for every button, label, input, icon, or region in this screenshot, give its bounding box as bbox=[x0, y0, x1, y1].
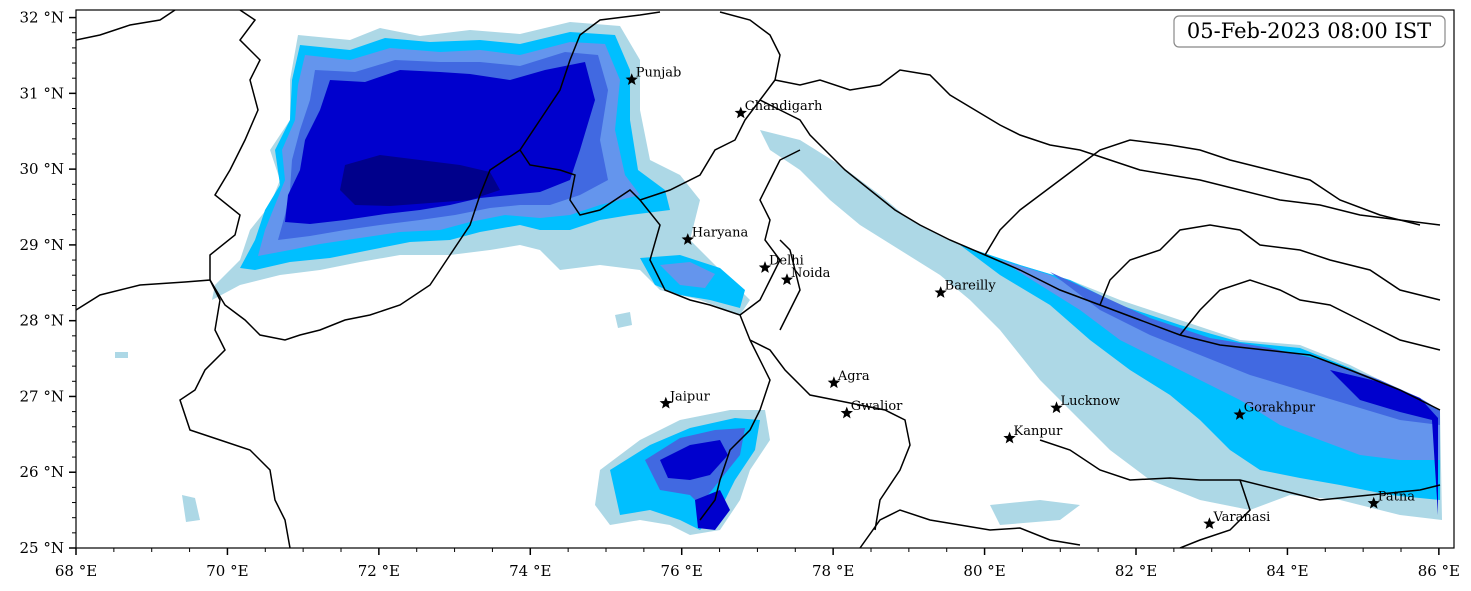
x-tick-label: 82 °E bbox=[1115, 562, 1157, 580]
city-star-marker bbox=[681, 233, 694, 245]
fog-patch bbox=[115, 352, 128, 358]
boundary-line bbox=[1039, 439, 1441, 501]
x-tick-label: 70 °E bbox=[206, 562, 248, 580]
boundary-line bbox=[859, 509, 1081, 548]
city-star-marker bbox=[840, 406, 853, 419]
boundary-line bbox=[179, 279, 291, 548]
y-tick-label: 31 °N bbox=[20, 84, 64, 102]
boundary-line bbox=[779, 239, 801, 331]
fog-patch bbox=[990, 500, 1080, 525]
fog-region-haryana-l3 bbox=[660, 262, 715, 288]
x-tick-label: 76 °E bbox=[661, 562, 703, 580]
boundary-line bbox=[519, 11, 781, 216]
city-star-marker bbox=[1233, 408, 1246, 420]
x-tick-label: 84 °E bbox=[1266, 562, 1308, 580]
city-label: Jaipur bbox=[668, 389, 711, 404]
city-label: Punjab bbox=[636, 66, 682, 81]
y-tick-label: 30 °N bbox=[20, 160, 64, 178]
boundary-line bbox=[1179, 479, 1251, 548]
city-label: Lucknow bbox=[1061, 394, 1121, 409]
x-tick-label: 78 °E bbox=[812, 562, 854, 580]
city-label: Gorakhpur bbox=[1244, 401, 1316, 416]
timestamp-box: 05-Feb-2023 08:00 IST bbox=[1173, 15, 1446, 48]
city-label: Varanasi bbox=[1212, 510, 1270, 525]
city-label: Bareilly bbox=[945, 279, 997, 294]
city-star-marker bbox=[827, 376, 841, 389]
x-tick-label: 68 °E bbox=[55, 562, 97, 580]
city-star-marker bbox=[1050, 401, 1063, 414]
x-tick-label: 80 °E bbox=[963, 562, 1005, 580]
city-star-marker bbox=[625, 73, 638, 85]
x-tick-label: 74 °E bbox=[509, 562, 551, 580]
city-star-marker bbox=[734, 106, 747, 119]
boundary-line bbox=[1179, 279, 1441, 351]
boundary-line bbox=[209, 11, 661, 341]
city-star-marker bbox=[1367, 496, 1380, 509]
city-star-marker bbox=[659, 396, 672, 409]
city-star-marker bbox=[1203, 517, 1216, 529]
boundary-line bbox=[1099, 224, 1441, 306]
boundary-line bbox=[76, 10, 261, 311]
y-tick-label: 27 °N bbox=[20, 387, 64, 405]
city-label: Delhi bbox=[769, 254, 804, 269]
city-star-marker bbox=[758, 261, 772, 273]
city-star-marker bbox=[934, 286, 947, 298]
fog-region-rajasthan-l5 bbox=[660, 440, 730, 530]
timestamp-label: 05-Feb-2023 08:00 IST bbox=[1187, 19, 1431, 43]
x-axis: 68 °E 70 °E 72 °E 74 °E 76 °E 78 °E 80 °E 82 °E… bbox=[55, 548, 1460, 580]
y-tick-label: 26 °N bbox=[20, 463, 64, 481]
boundary-line bbox=[739, 149, 801, 316]
boundary-lines bbox=[76, 10, 1441, 548]
city-label: Patna bbox=[1378, 489, 1416, 504]
fog-patch bbox=[182, 495, 200, 522]
city-label: Kanpur bbox=[1014, 424, 1064, 439]
fog-region-gangetic-l5 bbox=[1330, 370, 1438, 515]
y-tick-label: 29 °N bbox=[20, 236, 64, 254]
boundary-line bbox=[699, 339, 771, 521]
x-tick-label: 72 °E bbox=[358, 562, 400, 580]
x-tick-label: 86 °E bbox=[1418, 562, 1460, 580]
y-axis: 25 °N 26 °N 27 °N 28 °N 29 °N 30 °N 31 °N 32 °N bbox=[20, 9, 76, 557]
city-label: Gwalior bbox=[851, 399, 903, 414]
plot-frame bbox=[75, 9, 1455, 549]
timestamp-frame bbox=[1173, 15, 1446, 48]
city-label: Chandigarh bbox=[745, 99, 823, 114]
city-star-marker bbox=[780, 273, 794, 285]
boundary-line bbox=[774, 69, 1441, 226]
fog-region-northwest-l6 bbox=[340, 155, 500, 206]
boundary-line bbox=[759, 99, 1441, 411]
y-tick-label: 25 °N bbox=[20, 539, 64, 557]
city-label: Agra bbox=[837, 369, 870, 384]
city-star-marker bbox=[1003, 431, 1016, 444]
city-label: Haryana bbox=[692, 226, 749, 241]
fog-patch bbox=[615, 312, 632, 328]
y-tick-label: 28 °N bbox=[20, 312, 64, 330]
y-tick-label: 32 °N bbox=[20, 9, 64, 27]
city-label: Noida bbox=[791, 266, 831, 281]
boundary-line bbox=[639, 199, 911, 531]
boundary-line bbox=[76, 10, 176, 41]
boundary-line bbox=[984, 139, 1421, 256]
